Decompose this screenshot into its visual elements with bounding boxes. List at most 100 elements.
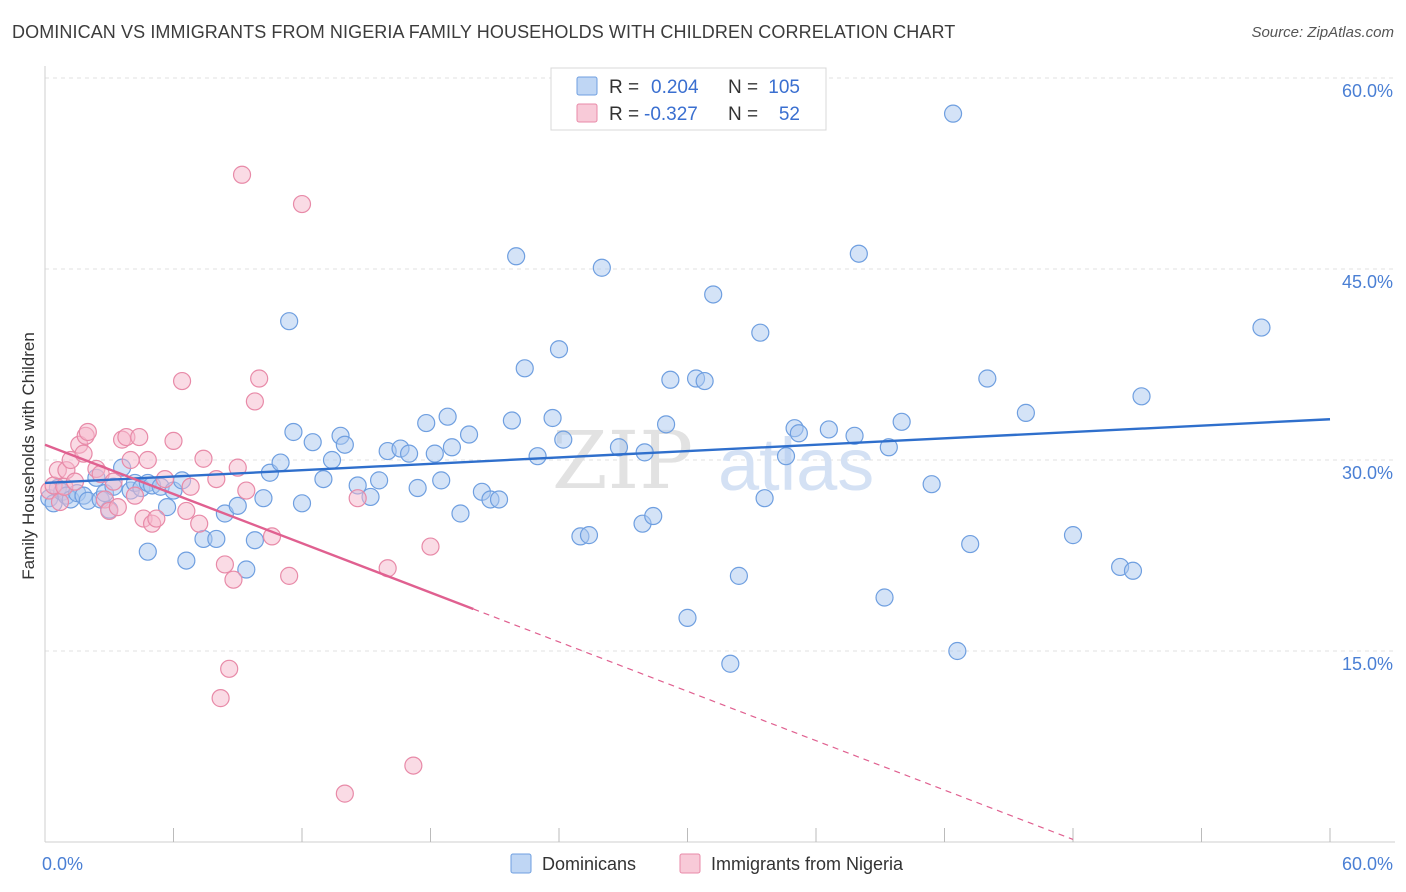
point-dominicans-48 <box>399 444 419 463</box>
point-nigeria-16 <box>104 472 123 491</box>
point-dominicans-73 <box>644 506 663 526</box>
stats-legend-n-value-dominicans: 105 <box>768 77 800 98</box>
point-dominicans-75 <box>661 370 680 389</box>
axes <box>44 66 1395 843</box>
point-dominicans-101 <box>1123 561 1143 580</box>
point-dominicans-38 <box>303 433 322 452</box>
point-nigeria-29 <box>172 371 192 391</box>
point-nigeria-48 <box>348 489 367 508</box>
x-tick-labels: 0.0% 60.0% <box>42 854 1393 874</box>
point-nigeria-40 <box>232 165 252 184</box>
series-legend-label-dominicans: Dominicans <box>542 854 636 874</box>
point-dominicans-54 <box>442 438 462 457</box>
point-nigeria-51 <box>421 537 440 556</box>
point-dominicans-97 <box>978 369 997 388</box>
point-dominicans-63 <box>528 447 547 466</box>
point-dominicans-74 <box>656 415 676 434</box>
point-dominicans-81 <box>729 566 749 585</box>
point-dominicans-90 <box>875 588 894 607</box>
point-dominicans-27 <box>228 496 247 515</box>
point-dominicans-80 <box>721 654 740 673</box>
point-nigeria-35 <box>211 689 230 708</box>
point-dominicans-83 <box>755 489 774 508</box>
point-dominicans-36 <box>284 422 303 442</box>
x-tick-label-1: 60.0% <box>1342 854 1393 874</box>
point-dominicans-49 <box>408 478 427 498</box>
point-dominicans-103 <box>1252 318 1271 337</box>
point-dominicans-37 <box>292 494 312 513</box>
stats-legend-n-label-nigeria: N = <box>728 104 758 125</box>
point-dominicans-34 <box>271 453 290 472</box>
stats-legend: R = 0.204 N = 105 R = -0.327 N = 52 <box>550 67 827 131</box>
point-dominicans-78 <box>695 371 714 391</box>
point-dominicans-64 <box>543 408 562 428</box>
stats-legend-n-label-dominicans: N = <box>728 77 758 98</box>
point-dominicans-59 <box>489 490 509 509</box>
series-legend-swatch-dominicans <box>510 853 532 874</box>
point-dominicans-25 <box>207 529 226 549</box>
point-nigeria-3 <box>50 492 70 512</box>
series-nigeria-points <box>40 165 440 803</box>
point-nigeria-31 <box>181 477 200 496</box>
point-dominicans-89 <box>849 244 868 263</box>
point-dominicans-32 <box>254 489 273 508</box>
series-legend: Dominicans Immigrants from Nigeria <box>510 853 904 874</box>
point-dominicans-35 <box>280 312 299 331</box>
point-nigeria-27 <box>155 470 175 489</box>
stats-legend-r-value-dominicans: 0.204 <box>651 77 699 98</box>
point-dominicans-39 <box>314 470 333 489</box>
point-dominicans-52 <box>432 471 451 490</box>
point-dominicans-62 <box>515 359 534 378</box>
point-dominicans-79 <box>704 285 723 304</box>
point-dominicans-76 <box>678 608 697 627</box>
point-dominicans-84 <box>776 447 796 466</box>
y-tick-label-3: 60.0% <box>1342 81 1393 101</box>
series-legend-label-nigeria: Immigrants from Nigeria <box>711 854 904 874</box>
point-dominicans-66 <box>554 430 573 449</box>
point-dominicans-61 <box>507 247 526 266</box>
trend-line-dominicans <box>44 418 1331 485</box>
point-nigeria-43 <box>250 369 269 388</box>
stats-legend-r-label-dominicans: R = <box>609 77 639 98</box>
series-legend-swatch-nigeria <box>679 853 701 874</box>
point-nigeria-46 <box>292 194 312 214</box>
point-nigeria-28 <box>164 431 183 450</box>
point-dominicans-96 <box>961 534 980 554</box>
point-dominicans-102 <box>1132 387 1151 406</box>
point-nigeria-22 <box>130 427 149 447</box>
point-dominicans-56 <box>459 425 479 444</box>
point-dominicans-40 <box>322 450 342 470</box>
point-dominicans-53 <box>438 407 457 426</box>
point-nigeria-39 <box>228 458 247 477</box>
point-dominicans-69 <box>592 258 611 277</box>
point-nigeria-21 <box>125 486 145 505</box>
point-nigeria-26 <box>147 509 166 528</box>
point-dominicans-95 <box>948 641 967 661</box>
point-nigeria-38 <box>224 570 243 589</box>
point-dominicans-99 <box>1063 526 1083 545</box>
point-nigeria-17 <box>108 498 127 517</box>
stats-legend-r-label-nigeria: R = <box>609 104 639 125</box>
stats-legend-r-value-nigeria: -0.327 <box>644 104 698 125</box>
trend-line-extension-nigeria <box>473 608 1074 841</box>
point-dominicans-42 <box>335 435 354 454</box>
y-tick-label-1: 30.0% <box>1342 463 1393 483</box>
point-dominicans-45 <box>370 471 389 490</box>
point-nigeria-33 <box>194 449 213 468</box>
point-nigeria-11 <box>78 422 97 442</box>
point-nigeria-20 <box>121 450 140 470</box>
point-nigeria-45 <box>280 566 299 585</box>
point-dominicans-31 <box>138 542 157 561</box>
point-dominicans-30 <box>177 551 196 570</box>
x-tick-label-0: 0.0% <box>42 854 83 874</box>
point-dominicans-82 <box>751 323 770 342</box>
stats-legend-n-value-nigeria: 52 <box>779 104 800 125</box>
point-dominicans-51 <box>425 444 444 463</box>
point-dominicans-21 <box>157 498 177 517</box>
point-dominicans-91 <box>879 438 898 457</box>
point-nigeria-41 <box>237 481 256 500</box>
point-dominicans-86 <box>789 424 808 443</box>
y-tick-labels: 15.0% 30.0% 45.0% 60.0% <box>1342 81 1393 674</box>
point-dominicans-98 <box>1016 403 1035 422</box>
